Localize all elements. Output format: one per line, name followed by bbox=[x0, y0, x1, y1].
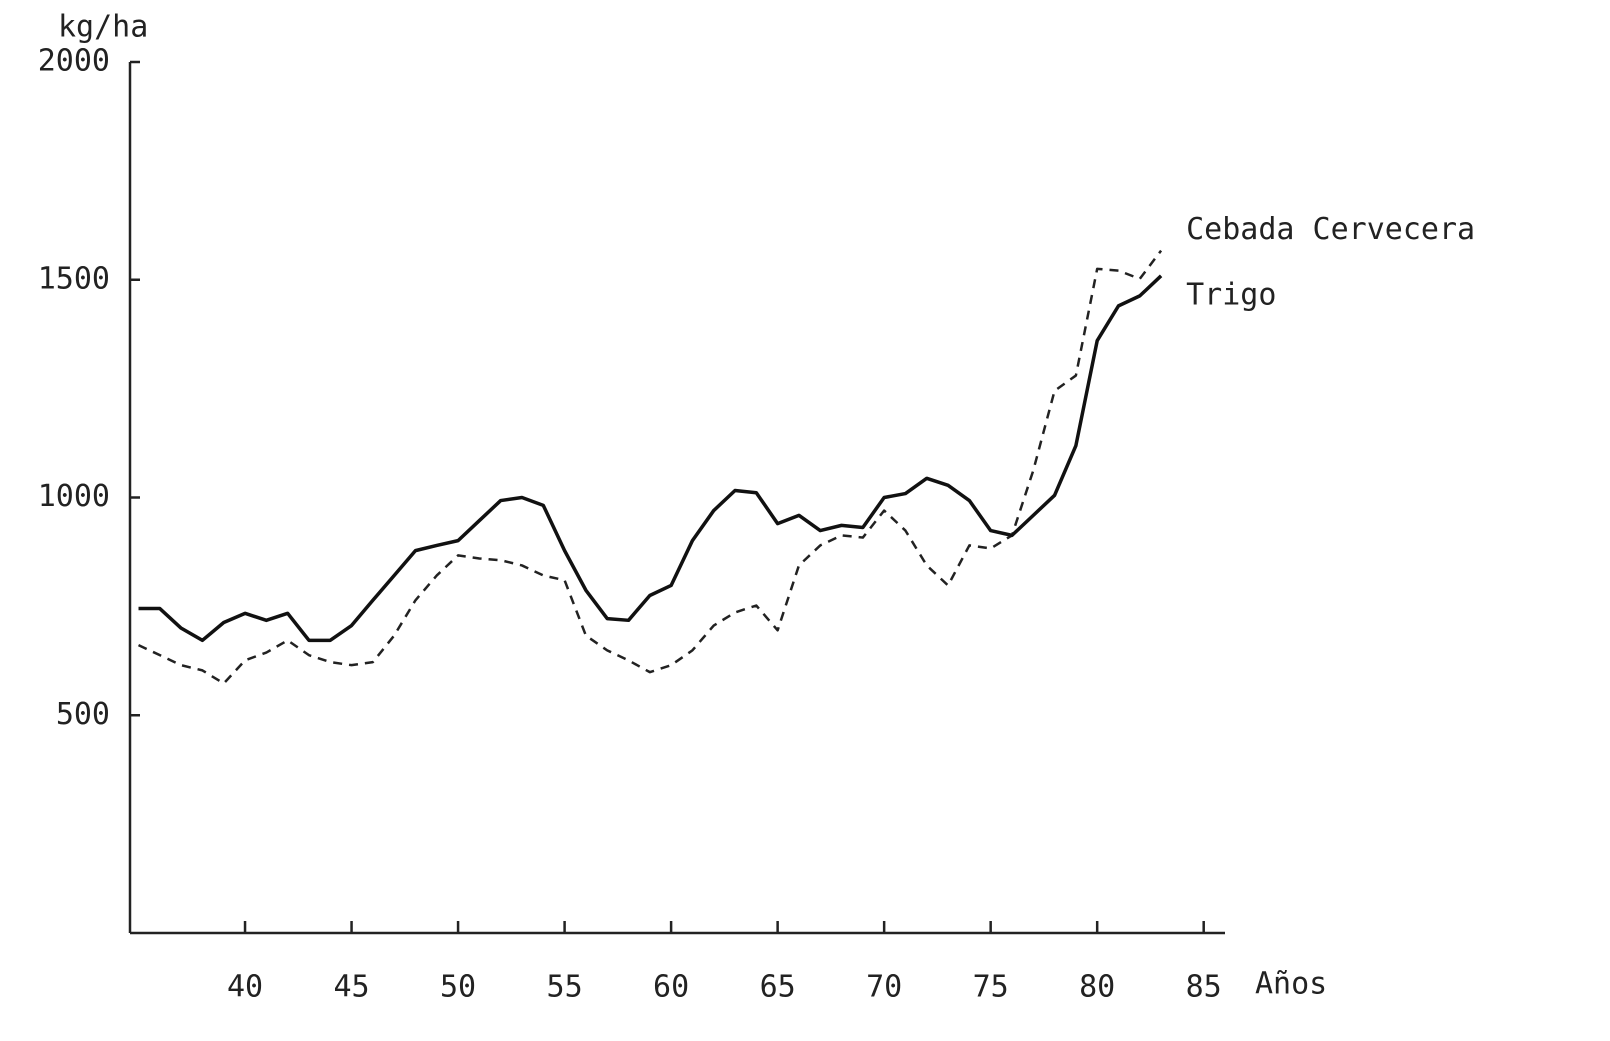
y-axis-label: kg/ha bbox=[58, 10, 148, 45]
x-axis-label: Años bbox=[1255, 967, 1327, 1002]
x-tick-label: 85 bbox=[1186, 970, 1222, 1005]
x-tick-label: 40 bbox=[227, 970, 263, 1005]
x-tick-label: 55 bbox=[547, 970, 583, 1005]
x-tick-label: 45 bbox=[333, 970, 369, 1005]
y-tick-label: 500 bbox=[56, 697, 110, 732]
x-tick-label: 70 bbox=[866, 970, 902, 1005]
series-line bbox=[137, 249, 1163, 685]
x-tick-label: 60 bbox=[653, 970, 689, 1005]
x-tick-label: 50 bbox=[440, 970, 476, 1005]
x-tick-label: 65 bbox=[760, 970, 796, 1005]
x-tick-label: 75 bbox=[973, 970, 1009, 1005]
x-tick-label: 80 bbox=[1079, 970, 1115, 1005]
y-tick-label: 1500 bbox=[38, 261, 110, 296]
series-label: Cebada Cervecera bbox=[1186, 212, 1475, 247]
series-label: Trigo bbox=[1186, 277, 1276, 312]
y-tick-label: 2000 bbox=[38, 44, 110, 79]
y-tick-label: 1000 bbox=[38, 479, 110, 514]
series-line bbox=[138, 274, 1163, 643]
